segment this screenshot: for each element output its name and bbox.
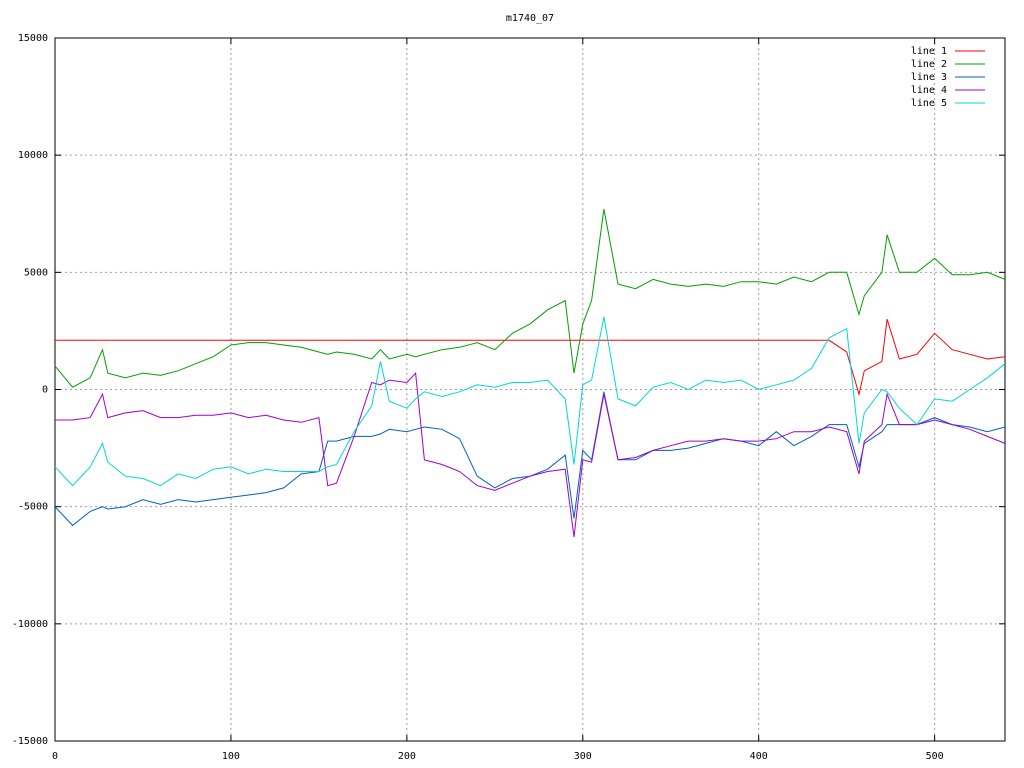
series-line bbox=[54, 209, 1006, 388]
legend-label: line 5 bbox=[911, 98, 947, 109]
x-tick-label: 300 bbox=[574, 751, 592, 762]
chart-title: m1740_07 bbox=[506, 13, 554, 24]
y-tick-label: 0 bbox=[42, 385, 48, 396]
x-tick-label: 500 bbox=[926, 751, 944, 762]
y-tick-label: 10000 bbox=[18, 150, 48, 161]
y-tick-label: -10000 bbox=[12, 619, 48, 630]
series-line bbox=[55, 319, 1006, 397]
x-tick-label: 400 bbox=[750, 751, 768, 762]
y-tick-label: 15000 bbox=[18, 33, 48, 44]
series-line bbox=[55, 371, 1006, 538]
series-line bbox=[54, 391, 1006, 527]
legend-label: line 1 bbox=[911, 46, 947, 57]
y-tick-label: -5000 bbox=[18, 502, 48, 513]
y-tick-label: 5000 bbox=[24, 267, 48, 278]
y-tick-label: -15000 bbox=[12, 736, 48, 747]
x-tick-label: 200 bbox=[398, 751, 416, 762]
x-tick-label: 100 bbox=[222, 751, 240, 762]
legend-label: line 3 bbox=[911, 72, 947, 83]
series-line bbox=[54, 316, 1006, 487]
plot-border bbox=[54, 37, 1006, 742]
legend-label: line 4 bbox=[911, 85, 947, 96]
x-tick-label: 0 bbox=[52, 751, 58, 762]
legend-label: line 2 bbox=[911, 59, 947, 70]
